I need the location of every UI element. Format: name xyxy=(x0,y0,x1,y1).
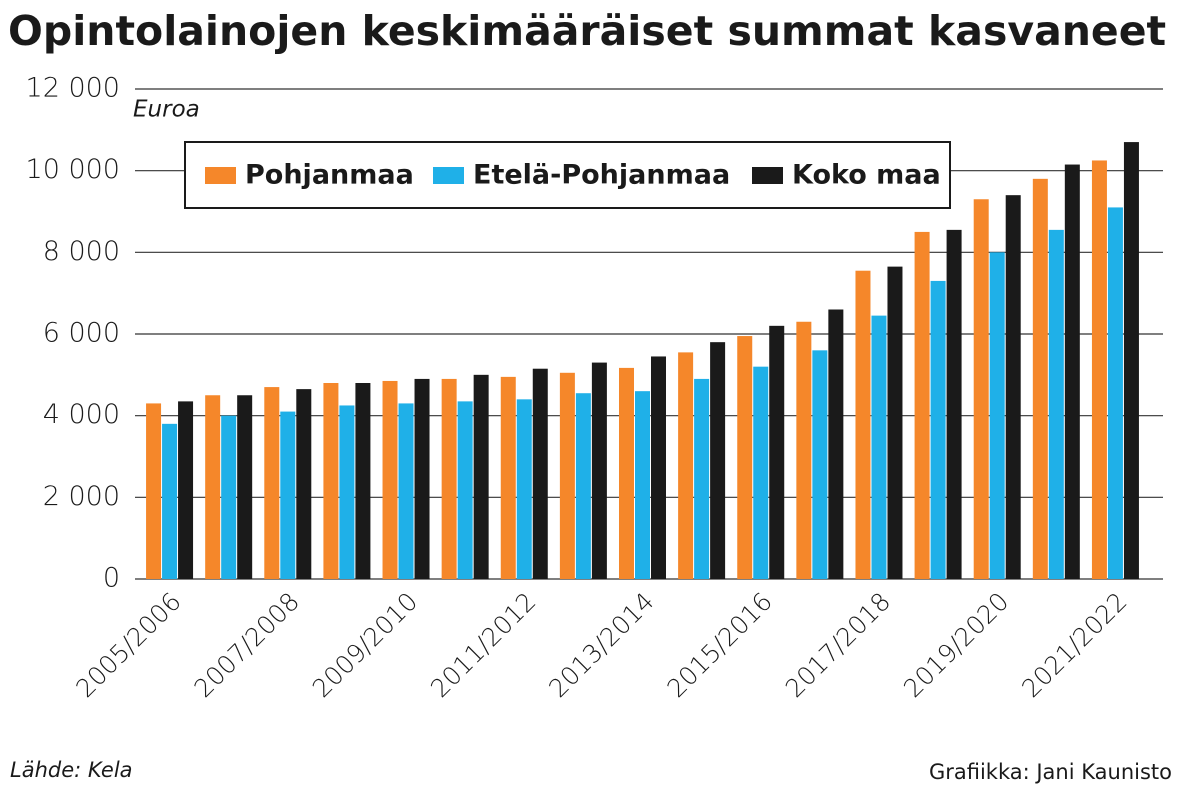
bar xyxy=(855,270,871,579)
bar xyxy=(146,403,162,579)
x-tick-label: 2019/2020 xyxy=(898,587,1014,703)
bar xyxy=(178,401,194,579)
bar xyxy=(753,366,769,579)
bar xyxy=(1064,164,1080,579)
y-axis-label: Euroa xyxy=(133,97,200,123)
bar xyxy=(946,229,962,579)
bar xyxy=(769,325,785,579)
bar xyxy=(591,362,607,579)
bar xyxy=(441,378,457,579)
bar xyxy=(575,393,591,579)
bar xyxy=(930,280,946,579)
bar xyxy=(1091,160,1107,580)
legend-swatch xyxy=(205,167,236,184)
bar xyxy=(1107,207,1123,579)
credit: Grafiikka: Jani Kaunisto xyxy=(929,760,1172,784)
bar xyxy=(678,352,694,579)
bar xyxy=(1032,178,1048,580)
bar xyxy=(532,368,548,579)
bar xyxy=(205,395,221,579)
chart-title: Opintolainojen keskimääräiset summat kas… xyxy=(8,7,1166,55)
bar xyxy=(516,399,532,579)
y-tick-label: 0 xyxy=(103,563,120,594)
x-tick-label: 2013/2014 xyxy=(543,587,659,703)
bar xyxy=(619,367,634,579)
bar xyxy=(871,315,887,579)
bar xyxy=(559,372,575,579)
bar xyxy=(651,356,666,579)
bar xyxy=(796,321,812,579)
source: Lähde: Kela xyxy=(10,758,133,782)
legend-swatch xyxy=(433,167,464,184)
bar xyxy=(635,391,650,579)
bar xyxy=(1005,195,1021,579)
y-tick-label: 4 000 xyxy=(43,399,120,430)
bar xyxy=(737,336,753,579)
x-tick-label: 2017/2018 xyxy=(780,587,896,703)
bar xyxy=(355,383,371,579)
bar xyxy=(323,383,339,579)
x-tick-label: 2005/2006 xyxy=(70,587,186,703)
x-tick-label: 2007/2008 xyxy=(189,587,305,703)
bar xyxy=(237,395,253,579)
legend-label: Koko maa xyxy=(792,160,941,191)
bar xyxy=(1123,142,1139,580)
bar xyxy=(710,342,726,579)
bar xyxy=(500,376,516,579)
bar xyxy=(457,401,473,579)
bar xyxy=(398,403,414,579)
bar xyxy=(473,374,489,579)
x-tick-label: 2015/2016 xyxy=(661,587,777,703)
legend-box xyxy=(184,141,951,209)
bar xyxy=(414,378,430,579)
bar xyxy=(973,199,989,579)
y-tick-label: 2 000 xyxy=(43,481,120,512)
bar xyxy=(694,378,710,579)
bar xyxy=(382,380,398,579)
x-tick-label: 2021/2022 xyxy=(1016,587,1132,703)
legend-label: Etelä-Pohjanmaa xyxy=(473,160,730,191)
legend-swatch xyxy=(752,167,783,184)
bar xyxy=(914,231,930,579)
bar xyxy=(989,252,1005,580)
y-tick-label: 12 000 xyxy=(26,73,120,104)
bar xyxy=(162,423,178,579)
bar xyxy=(828,309,844,579)
y-tick-label: 10 000 xyxy=(26,154,120,185)
bar xyxy=(280,411,296,579)
x-tick-label: 2011/2012 xyxy=(425,587,541,703)
y-tick-label: 6 000 xyxy=(43,318,120,349)
legend-label: Pohjanmaa xyxy=(245,160,414,191)
bar xyxy=(812,350,828,579)
bar xyxy=(339,405,355,579)
y-tick-label: 8 000 xyxy=(43,236,120,267)
x-tick-label: 2009/2010 xyxy=(307,587,423,703)
bar xyxy=(1048,229,1064,579)
bar xyxy=(887,266,903,579)
bar xyxy=(221,415,237,579)
bar xyxy=(264,387,280,579)
bar xyxy=(296,389,312,579)
